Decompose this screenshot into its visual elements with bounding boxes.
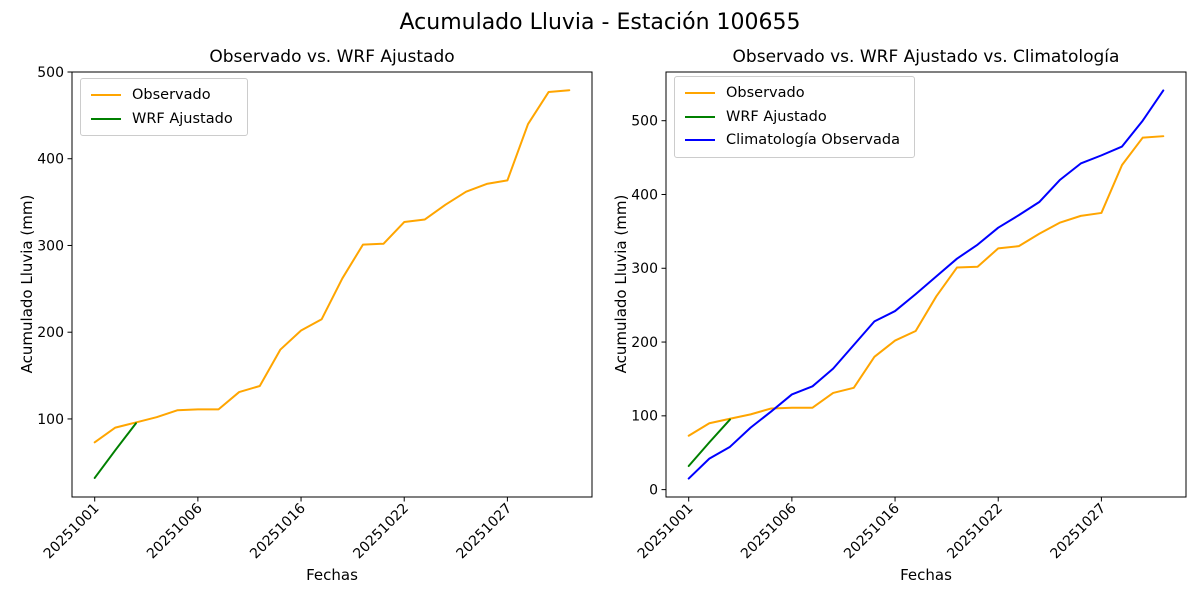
- line-wrf-ajustado: [687, 418, 731, 468]
- x-axis-label-right: Fechas: [900, 566, 952, 584]
- y-tick-label: 400: [37, 152, 64, 168]
- legend-right: Observado WRF Ajustado Climatología Obse…: [674, 76, 915, 158]
- legend-label-wrf-ajustado: WRF Ajustado: [726, 108, 827, 125]
- y-tick-label: 500: [631, 114, 658, 130]
- legend-left: Observado WRF Ajustado: [80, 78, 248, 136]
- y-axis-label-left: Acumulado Lluvia (mm): [18, 194, 36, 374]
- subplot-title-left: Observado vs. WRF Ajustado: [209, 47, 455, 67]
- y-tick-label: 100: [37, 412, 64, 428]
- legend-item-observado: Observado: [685, 86, 900, 101]
- y-tick-label: 100: [631, 409, 658, 425]
- legend-item-observado: Observado: [91, 88, 233, 103]
- y-tick-label: 200: [631, 335, 658, 351]
- y-tick-label: 300: [37, 238, 64, 254]
- axes-frame: [71, 71, 593, 498]
- legend-label-observado: Observado: [726, 85, 805, 101]
- line-wrf-ajustado: [93, 422, 137, 479]
- x-tick-label: 20251006: [738, 500, 800, 562]
- x-tick-label: 20251016: [247, 500, 309, 562]
- observado-line-swatch-icon: [685, 92, 715, 95]
- subplot-title-right: Observado vs. WRF Ajustado vs. Climatolo…: [732, 47, 1120, 67]
- x-tick-label: 20251022: [350, 501, 412, 563]
- wrf-ajustado-line-swatch-icon: [91, 117, 121, 120]
- x-tick-label: 20251001: [41, 501, 103, 563]
- legend-item-wrf-ajustado: WRF Ajustado: [91, 110, 233, 127]
- legend-label-wrf-ajustado: WRF Ajustado: [132, 110, 233, 127]
- x-tick-label: 20251022: [944, 501, 1006, 563]
- observado-line-swatch-icon: [91, 94, 121, 97]
- y-tick-label: 500: [37, 65, 64, 81]
- y-axis-label-right: Acumulado Lluvia (mm): [612, 194, 630, 374]
- legend-label-climatologia: Climatología Observada: [726, 132, 900, 148]
- y-tick-label: 200: [37, 325, 64, 341]
- x-tick-label: 20251016: [841, 500, 903, 562]
- y-tick-label: 300: [631, 261, 658, 277]
- y-tick-label: 0: [649, 483, 658, 499]
- figure-title: Acumulado Lluvia - Estación 100655: [399, 10, 801, 35]
- x-tick-label: 20251027: [1048, 501, 1110, 563]
- x-axis-label-left: Fechas: [306, 566, 358, 584]
- line-observado: [93, 89, 571, 444]
- climatologia-line-swatch-icon: [685, 139, 715, 142]
- line-observado: [687, 135, 1165, 437]
- legend-label-observado: Observado: [132, 87, 211, 103]
- x-tick-label: 20251006: [144, 500, 206, 562]
- x-tick-label: 20251001: [635, 501, 697, 563]
- y-tick-label: 400: [631, 187, 658, 203]
- x-tick-label: 20251027: [454, 501, 516, 563]
- wrf-ajustado-line-swatch-icon: [685, 115, 715, 118]
- legend-item-climatologia-observada: Climatología Observada: [685, 133, 900, 148]
- line-climatolog-a-observada: [687, 89, 1165, 480]
- legend-item-wrf-ajustado: WRF Ajustado: [685, 108, 900, 125]
